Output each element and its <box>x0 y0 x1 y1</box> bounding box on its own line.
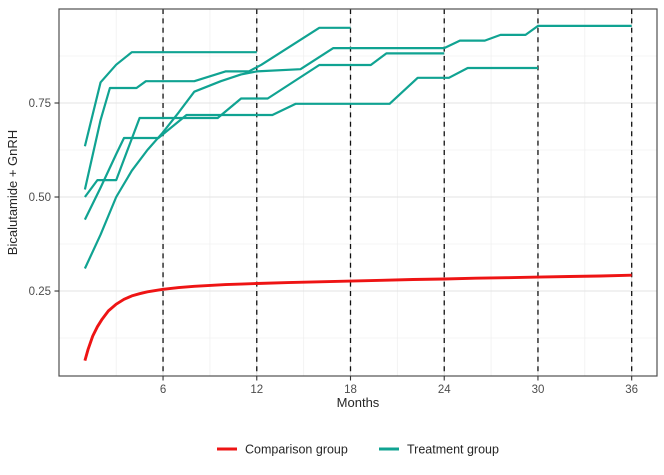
treatment-curve-2 <box>83 26 351 190</box>
y-tick-label: 0.50 <box>29 192 51 204</box>
x-axis-tick-labels: 6 12 18 24 30 36 <box>160 384 638 396</box>
legend-label-treatment: Treatment group <box>407 443 499 457</box>
x-tick-label: 18 <box>344 384 357 396</box>
panel-border <box>58 8 658 377</box>
x-tick-label: 24 <box>438 384 451 396</box>
series-lines <box>83 24 632 361</box>
dashed-reference-lines <box>162 9 633 376</box>
y-tick-label: 0.75 <box>29 98 51 110</box>
grid-minor-lines <box>59 9 657 376</box>
treatment-curve-1 <box>83 51 257 147</box>
x-tick-label: 30 <box>532 384 545 396</box>
x-axis-title: Months <box>337 395 380 410</box>
treatment-curve-5 <box>83 24 632 269</box>
y-axis-tick-labels: 0.25 0.50 0.75 <box>29 98 51 298</box>
x-tick-label: 12 <box>250 384 263 396</box>
treatment-curve-4 <box>83 66 538 221</box>
comparison-curve <box>83 273 632 361</box>
axis-tick-marks <box>54 102 633 381</box>
y-tick-label: 0.25 <box>29 286 51 298</box>
y-axis-title: Bicalutamide + GnRH <box>5 130 20 255</box>
legend: Comparison group Treatment group <box>217 443 499 457</box>
x-tick-label: 36 <box>625 384 638 396</box>
x-tick-label: 6 <box>160 384 166 396</box>
treatment-curve-3 <box>84 52 445 198</box>
legend-label-comparison: Comparison group <box>245 443 348 457</box>
